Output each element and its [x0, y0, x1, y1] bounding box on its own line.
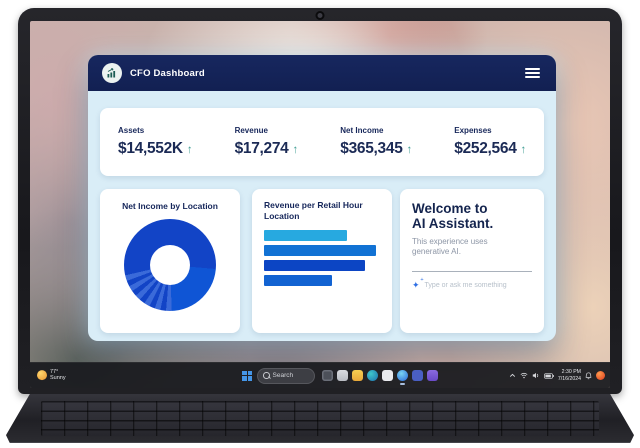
assistant-input-placeholder: Type or ask me something	[424, 281, 507, 289]
laptop-base	[6, 394, 634, 443]
revenue-bar-1	[264, 230, 347, 242]
wifi-icon[interactable]	[520, 372, 528, 379]
desktop-wallpaper: CFO Dashboard Assets $14,552K ↑ Revenue $17,…	[30, 21, 610, 388]
sparkle-icon: ✦	[412, 278, 423, 290]
kpi-summary-card: Assets $14,552K ↑ Revenue $17,274 ↑ Net Income…	[100, 108, 544, 176]
net-income-by-location-card: Net Income by Location	[100, 189, 240, 333]
search-icon	[263, 372, 270, 379]
kpi-revenue: Revenue $17,274 ↑	[234, 126, 299, 158]
assistant-subtitle: This experience uses generative AI.	[412, 236, 488, 257]
revenue-bar-3	[264, 260, 365, 272]
divider	[412, 270, 532, 272]
battery-icon[interactable]	[544, 372, 554, 379]
assistant-title: Welcome to AI Assistant.	[412, 201, 494, 232]
revenue-bar-4	[264, 275, 333, 287]
trend-up-icon: ↑	[406, 144, 413, 156]
kpi-value: $252,564 ↑	[454, 140, 527, 157]
chevron-up-icon[interactable]	[509, 372, 516, 379]
taskbar-icon-store[interactable]	[427, 370, 438, 381]
kpi-value: $17,274 ↑	[234, 140, 299, 157]
chart-title: Net Income by Location	[122, 201, 218, 211]
cfo-dashboard-window: CFO Dashboard Assets $14,552K ↑ Revenue $17,…	[88, 55, 556, 341]
taskbar-icon-file-explorer[interactable]	[352, 370, 363, 381]
revenue-per-retail-hour-card: Revenue per Retail Hour Location	[252, 189, 392, 333]
kpi-label: Net Income	[340, 126, 384, 135]
kpi-assets: Assets $14,552K ↑	[118, 126, 193, 158]
trend-up-icon: ↑	[520, 144, 527, 156]
menu-button[interactable]	[523, 64, 542, 83]
taskbar-icon-teams[interactable]	[412, 370, 423, 381]
notification-badge-icon[interactable]	[596, 371, 605, 380]
chart-title: Revenue per Retail Hour Location	[264, 200, 363, 221]
revenue-bar-chart[interactable]	[264, 230, 376, 287]
windows-start-button[interactable]	[242, 370, 252, 381]
window-header: CFO Dashboard	[88, 55, 556, 91]
taskbar-weather-widget[interactable]: 77° Sunny	[37, 369, 66, 383]
net-income-donut-chart[interactable]	[124, 218, 216, 311]
taskbar-center-group: Search	[242, 363, 438, 388]
speaker-icon[interactable]	[532, 372, 540, 379]
taskbar-app-icons	[322, 370, 438, 385]
taskbar-icon-edge[interactable]	[367, 370, 378, 381]
kpi-value: $365,345 ↑	[340, 140, 413, 157]
kpi-label: Revenue	[234, 126, 268, 135]
kpi-expenses: Expenses $252,564 ↑	[454, 126, 526, 158]
kpi-net-income: Net Income $365,345 ↑	[340, 126, 412, 158]
system-tray: 2:30 PM 7/16/2024	[509, 363, 605, 388]
taskbar-icon-task-view[interactable]	[322, 370, 333, 381]
window-title: CFO Dashboard	[130, 67, 205, 79]
search-placeholder: Search	[272, 372, 294, 379]
laptop-keyboard	[40, 401, 600, 436]
webcam-dot	[317, 13, 323, 18]
kpi-label: Expenses	[454, 126, 492, 135]
laptop-bezel: CFO Dashboard Assets $14,552K ↑ Revenue $17,…	[18, 8, 622, 394]
kpi-label: Assets	[118, 126, 145, 135]
taskbar-search[interactable]: Search	[257, 367, 315, 384]
notifications-bell-icon[interactable]	[585, 371, 592, 380]
trend-up-icon: ↑	[186, 144, 193, 156]
taskbar-icon-photos[interactable]	[382, 370, 393, 381]
taskbar-icon-copilot[interactable]	[397, 370, 408, 385]
ai-assistant-card: Welcome to AI Assistant. This experience…	[400, 189, 544, 333]
revenue-bar-2	[264, 245, 376, 257]
weather-text: 77° Sunny	[50, 368, 66, 382]
taskbar-icon-mail[interactable]	[337, 370, 348, 381]
clock-widget[interactable]: 2:30 PM 7/16/2024	[557, 369, 581, 382]
kpi-value: $14,552K ↑	[118, 140, 193, 157]
assistant-input[interactable]: ✦ Type or ask me something	[412, 278, 532, 290]
trend-up-icon: ↑	[292, 144, 299, 156]
taskbar: 77° Sunny Search	[30, 362, 610, 388]
app-logo-icon	[102, 63, 122, 83]
weather-sun-icon	[37, 370, 47, 381]
